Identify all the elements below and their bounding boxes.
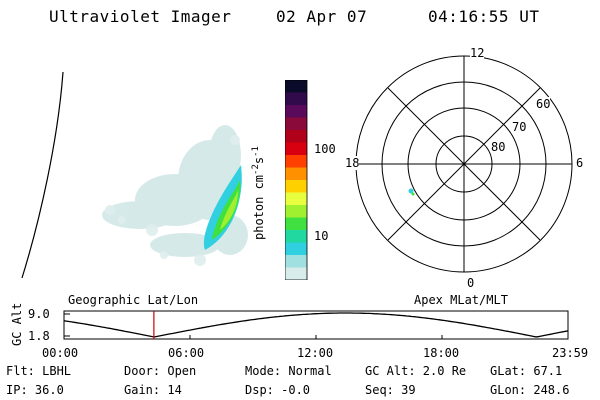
timeline-xtick-2359: 23:59 — [552, 346, 589, 360]
timeline-axis-label: GC Alt — [10, 302, 24, 346]
colorbar-unit-label: photon cm-2s-1 — [251, 146, 266, 240]
status-door: Door: Open — [124, 364, 197, 378]
status-mode: Mode: Normal — [245, 364, 332, 378]
geographic-image — [21, 71, 248, 279]
timeline-ytick-18: 1.8 — [28, 329, 50, 343]
colorbar-band — [285, 230, 307, 243]
altitude-curve — [63, 312, 569, 338]
status-gain: Gain: 14 — [124, 383, 182, 397]
status-seq: Seq: 39 — [365, 383, 416, 397]
colorbar-band — [285, 117, 307, 131]
status-filter: Flt: LBHL — [6, 364, 72, 378]
polar-plot — [355, 55, 573, 273]
limb-line — [21, 71, 64, 279]
timeline-right-title: Apex MLat/MLT — [414, 293, 508, 307]
lat-label-60: 60 — [536, 97, 551, 111]
mlt-label-12: 12 — [470, 46, 485, 60]
mlt-label-0: 0 — [467, 276, 475, 290]
instrument-title: Ultraviolet Imager — [49, 7, 232, 26]
colorbar-band — [285, 142, 307, 156]
mlt-label-6: 6 — [576, 156, 584, 170]
colorbar-tick-10: 10 — [314, 229, 329, 243]
emission-lime — [220, 190, 238, 230]
colorbar-band — [285, 180, 307, 193]
lat-label-70: 70 — [512, 120, 527, 134]
colorbar-band — [285, 242, 307, 256]
timeline-xtick-1200: 12:00 — [297, 346, 334, 360]
colorbar-band — [285, 80, 307, 93]
emission-green — [212, 180, 241, 240]
timeline-xtick-0600: 06:00 — [168, 346, 205, 360]
status-gc-alt: GC Alt: 2.0 Re — [365, 364, 467, 378]
colorbar-band — [285, 217, 307, 231]
colorbar-band — [285, 205, 307, 218]
lat-label-80: 80 — [491, 140, 506, 154]
colorbar — [285, 80, 308, 280]
colorbar-band — [285, 130, 307, 143]
colorbar-band — [285, 155, 307, 168]
mlt-label-18: 18 — [345, 156, 360, 170]
timeline-xtick-1800: 18:00 — [423, 346, 460, 360]
status-dsp: Dsp: -0.0 — [245, 383, 311, 397]
time-label: 04:16:55 UT — [428, 7, 540, 26]
polar-emission-dot — [408, 188, 414, 194]
altitude-timeline — [63, 310, 569, 340]
timeline-xtick-0000: 00:00 — [42, 346, 79, 360]
status-glat: GLat: 67.1 — [490, 364, 563, 378]
emission-cyan — [203, 165, 242, 250]
colorbar-band — [285, 92, 307, 106]
timeline-left-title: Geographic Lat/Lon — [68, 293, 199, 307]
colorbar-band — [285, 267, 307, 280]
timeline-ytick-9: 9.0 — [28, 307, 50, 321]
colorbar-band — [285, 105, 307, 118]
date-label: 02 Apr 07 — [276, 7, 368, 26]
colorbar-tick-100: 100 — [314, 142, 336, 156]
colorbar-band — [285, 192, 307, 206]
colorbar-band — [285, 167, 307, 181]
colorbar-band — [285, 255, 307, 268]
status-glon: GLon: 248.6 — [490, 383, 570, 397]
status-ip: IP: 36.0 — [6, 383, 64, 397]
